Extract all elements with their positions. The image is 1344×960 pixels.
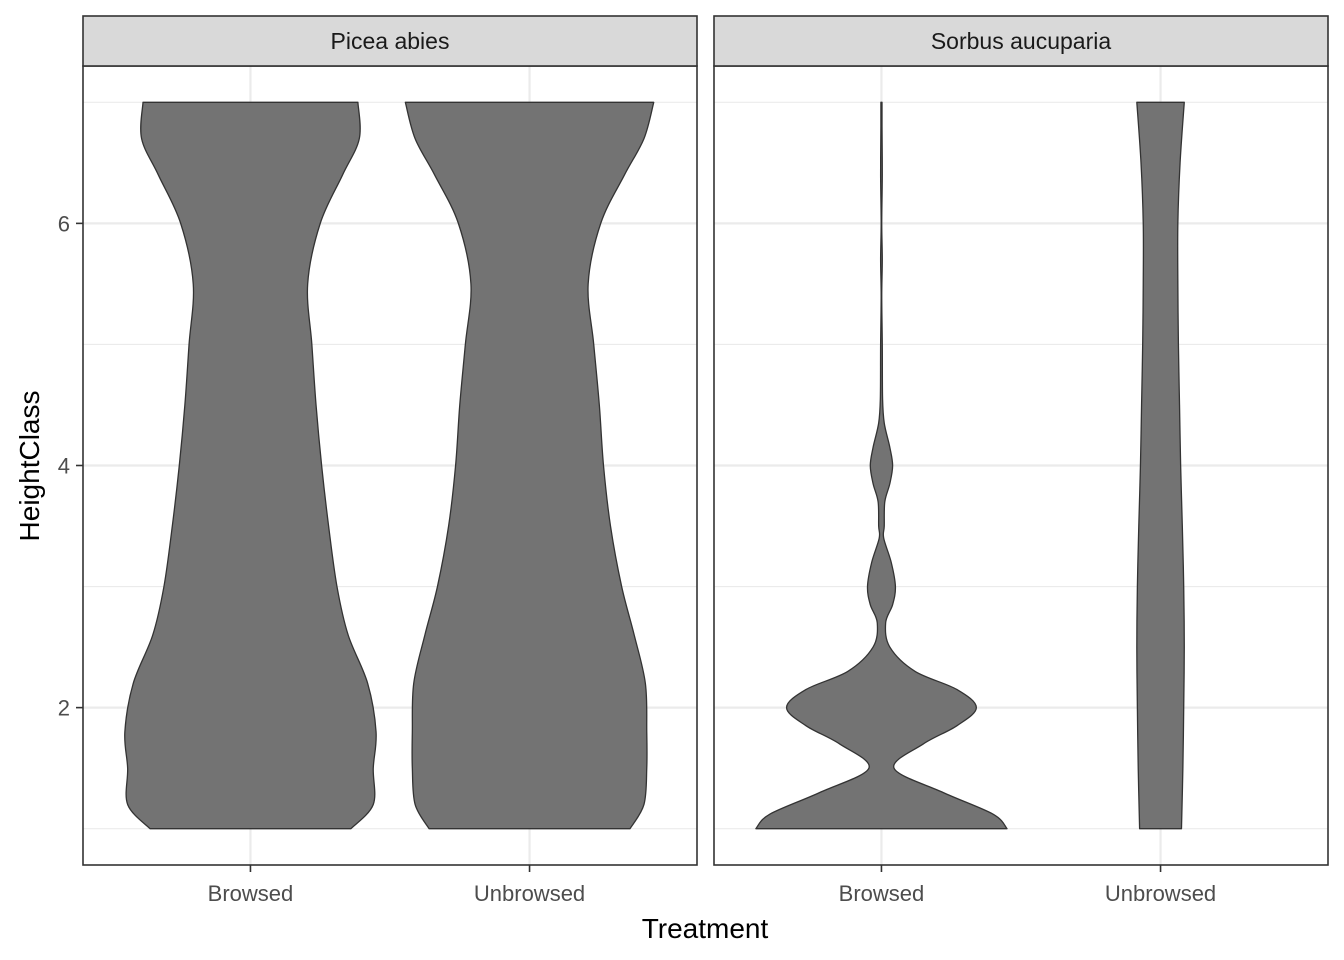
x-tick-label: Unbrowsed	[474, 881, 585, 906]
x-axis-title: Treatment	[642, 913, 769, 944]
x-tick-label: Unbrowsed	[1105, 881, 1216, 906]
facet-strip	[713, 15, 1329, 67]
violin-browsed	[755, 101, 1008, 830]
facet-panel: Sorbus aucuparia Browsed Unbrowsed	[713, 15, 1329, 906]
facet-strip	[82, 15, 698, 67]
violin-browsed	[124, 101, 377, 830]
y-tick-label: 6	[58, 211, 70, 236]
violin-unbrowsed	[404, 101, 655, 830]
violin-unbrowsed	[1136, 101, 1185, 830]
y-axis-title: HeightClass	[14, 391, 45, 542]
y-tick-label: 2	[58, 696, 70, 721]
x-tick-label: Browsed	[839, 881, 925, 906]
facet-strip-label: Picea abies	[331, 28, 450, 54]
y-tick-label: 4	[58, 454, 70, 479]
facet-panel: Picea abies Browsed Unbrowsed 2 4 6	[58, 15, 698, 906]
x-tick-label: Browsed	[208, 881, 294, 906]
facet-strip-label: Sorbus aucuparia	[931, 28, 1111, 54]
